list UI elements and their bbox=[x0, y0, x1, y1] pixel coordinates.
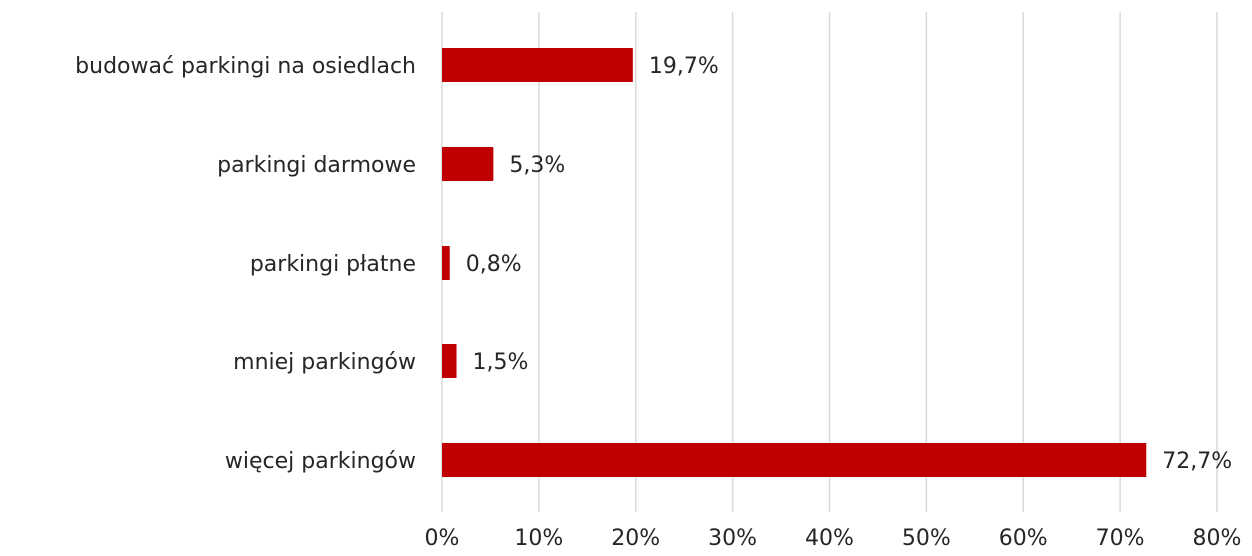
bars bbox=[442, 48, 1147, 477]
bar bbox=[442, 246, 450, 280]
value-label: 5,3% bbox=[509, 153, 565, 178]
category-label: więcej parkingów bbox=[225, 449, 416, 474]
value-label: 72,7% bbox=[1162, 449, 1232, 474]
bar bbox=[442, 443, 1147, 477]
category-label: mniej parkingów bbox=[233, 350, 416, 375]
x-tick-label: 40% bbox=[805, 526, 854, 551]
bar bbox=[442, 48, 633, 82]
value-label: 19,7% bbox=[649, 54, 719, 79]
x-tick-label: 30% bbox=[708, 526, 757, 551]
value-label: 0,8% bbox=[466, 252, 522, 277]
category-label: parkingi płatne bbox=[250, 252, 416, 277]
x-tick-label: 10% bbox=[514, 526, 563, 551]
category-label: budować parkingi na osiedlach bbox=[75, 54, 416, 79]
category-labels: budować parkingi na osiedlach parkingi da… bbox=[75, 54, 416, 474]
grid-lines bbox=[441, 12, 1218, 512]
x-tick-label: 50% bbox=[902, 526, 951, 551]
x-tick-label: 20% bbox=[611, 526, 660, 551]
x-tick-label: 70% bbox=[1096, 526, 1145, 551]
value-label: 1,5% bbox=[473, 350, 529, 375]
bar bbox=[442, 344, 457, 378]
value-labels: 19,7% 5,3% 0,8% 1,5% 72,7% bbox=[466, 54, 1232, 474]
bar bbox=[442, 147, 494, 181]
x-tick-label: 60% bbox=[999, 526, 1048, 551]
x-axis-tick-labels: 0% 10% 20% 30% 40% 50% 60% 70% 80% bbox=[425, 526, 1242, 551]
category-label: parkingi darmowe bbox=[217, 153, 416, 178]
x-tick-label: 0% bbox=[425, 526, 460, 551]
x-tick-label: 80% bbox=[1193, 526, 1242, 551]
